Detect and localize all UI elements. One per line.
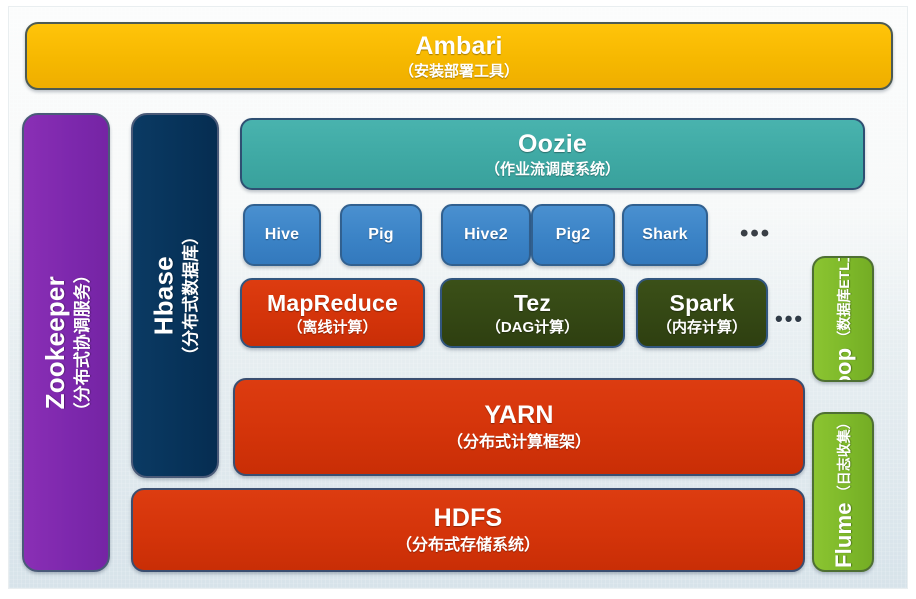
tez-title: Tez (513, 290, 552, 317)
pig2-title: Pig2 (555, 225, 591, 243)
hbase-title: Hbase (148, 255, 179, 336)
hdfs-title: HDFS (433, 504, 503, 533)
oozie-subtitle: （作业流调度系统） (484, 161, 620, 179)
mapreduce-title: MapReduce (267, 290, 398, 317)
zookeeper-subtitle: （分布式协调服务） (72, 266, 92, 419)
hive-title: Hive (264, 225, 300, 243)
flume-title: Flume (830, 502, 856, 569)
oozie-title: Oozie (517, 129, 588, 158)
ellipsis-query-engines: ••• (740, 220, 772, 247)
yarn-title: YARN (484, 401, 554, 430)
node-zookeeper[interactable]: Zookeeper （分布式协调服务） (22, 113, 110, 572)
node-pig[interactable]: Pig (340, 204, 422, 266)
node-shark[interactable]: Shark (622, 204, 708, 266)
hive2-title: Hive2 (464, 225, 508, 243)
flume-subtitle: （日志收集） (834, 415, 851, 500)
sqoop-label-group: （数据库ETL工具） Sqoop (830, 256, 855, 380)
node-pig2[interactable]: Pig2 (531, 204, 615, 266)
node-hive[interactable]: Hive (243, 204, 321, 266)
node-sqoop[interactable]: （数据库ETL工具） Sqoop (812, 256, 874, 382)
node-spark[interactable]: Spark （内存计算） (636, 278, 768, 348)
node-mapreduce[interactable]: MapReduce （离线计算） (240, 278, 425, 348)
node-yarn[interactable]: YARN （分布式计算框架） (233, 378, 805, 476)
node-ambari[interactable]: Ambari （安装部署工具） (25, 22, 893, 90)
ellipsis-compute-engines: ••• (775, 306, 805, 331)
flume-label-group: （日志收集） Flume (830, 416, 855, 569)
zookeeper-label-group: Zookeeper （分布式协调服务） (39, 266, 92, 419)
node-flume[interactable]: （日志收集） Flume (812, 412, 874, 572)
node-oozie[interactable]: Oozie （作业流调度系统） (240, 118, 865, 190)
ambari-title: Ambari (415, 31, 503, 60)
node-hbase[interactable]: Hbase （分布式数据库） (131, 113, 219, 478)
spark-subtitle: （内存计算） (656, 318, 747, 336)
ambari-subtitle: （安装部署工具） (398, 63, 519, 81)
hbase-subtitle: （分布式数据库） (181, 227, 201, 364)
sqoop-subtitle: （数据库ETL工具） (834, 256, 851, 345)
node-hive2[interactable]: Hive2 (441, 204, 531, 266)
shark-title: Shark (642, 225, 688, 243)
tez-subtitle: （DAG计算） (485, 318, 580, 336)
sqoop-title: Sqoop (830, 348, 855, 380)
hdfs-subtitle: （分布式存储系统） (395, 537, 540, 555)
pig-title: Pig (368, 225, 394, 243)
mapreduce-subtitle: （离线计算） (287, 318, 378, 336)
yarn-subtitle: （分布式计算框架） (446, 434, 591, 452)
node-tez[interactable]: Tez （DAG计算） (440, 278, 625, 348)
hbase-label-group: Hbase （分布式数据库） (148, 227, 201, 364)
node-hdfs[interactable]: HDFS （分布式存储系统） (131, 488, 805, 572)
spark-title: Spark (669, 290, 735, 317)
zookeeper-title: Zookeeper (39, 275, 70, 410)
